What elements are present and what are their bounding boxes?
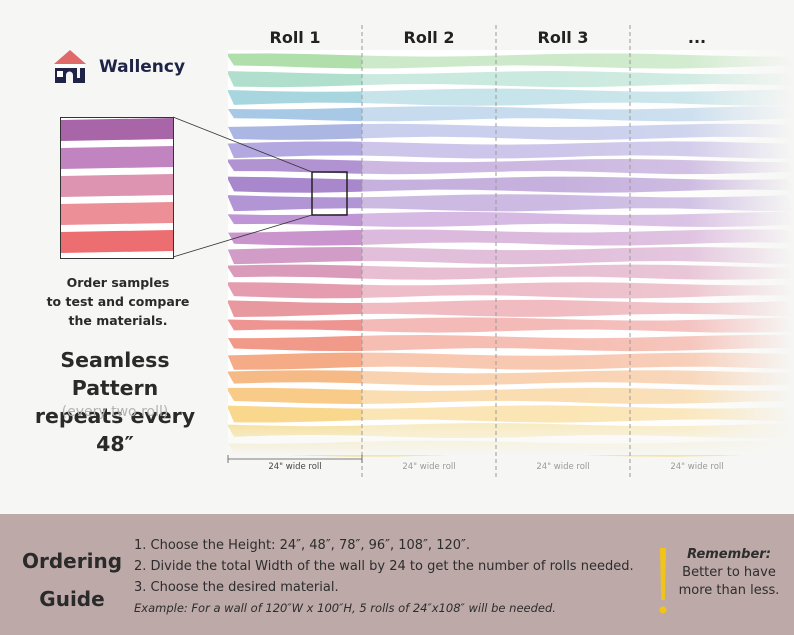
ordering-steps: 1. Choose the Height: 24″, 48″, 78″, 96″… xyxy=(134,535,634,619)
ordering-guide-panel: Ordering Guide 1. Choose the Height: 24″… xyxy=(0,514,794,635)
roll-3-header: Roll 3 xyxy=(537,28,589,47)
seamless-title-line: repeats every 48″ xyxy=(34,404,196,456)
sample-stripe xyxy=(61,202,173,225)
seamless-pattern-subtitle: (every two roll) xyxy=(61,404,169,420)
roll-more-width: 24" wide roll xyxy=(670,462,724,472)
remember-title: Remember: xyxy=(687,547,771,562)
roll-1-width: 24" wide roll xyxy=(268,462,322,472)
guide-title-line: Ordering xyxy=(21,549,123,573)
sample-caption-line: the materials. xyxy=(68,313,168,328)
roll-2-width: 24" wide roll xyxy=(402,462,456,472)
guide-title-line: Guide xyxy=(39,587,105,611)
remember-line: more than less. xyxy=(678,583,780,598)
sample-swatch-zoom xyxy=(60,117,174,259)
sample-stripe xyxy=(61,174,173,197)
brand-name: Wallency xyxy=(99,57,186,77)
sample-caption-line: to test and compare xyxy=(46,294,190,309)
sample-caption-line: Order samples xyxy=(66,275,170,290)
exclamation-icon xyxy=(659,548,667,614)
zoom-connector xyxy=(172,116,313,173)
roll-3-width: 24" wide roll xyxy=(536,462,590,472)
sample-stripe xyxy=(61,230,173,253)
guide-step-3: 3. Choose the desired material. xyxy=(134,580,339,595)
brand-logo: Wallency xyxy=(50,47,185,87)
zoom-connector xyxy=(172,214,313,258)
guide-example: Example: For a wall of 120″W x 100″H, 5 … xyxy=(134,601,556,615)
ordering-guide-title: Ordering Guide xyxy=(14,542,130,618)
fade-right xyxy=(560,50,794,455)
seamless-title-line: Seamless Pattern xyxy=(60,348,170,400)
guide-step-1: 1. Choose the Height: 24″, 48″, 78″, 96″… xyxy=(134,538,471,553)
sample-stripe xyxy=(61,118,173,141)
seamless-pattern-title: Seamless Pattern repeats every 48″ xyxy=(15,346,215,458)
guide-step-2: 2. Divide the total Width of the wall by… xyxy=(134,559,634,574)
roll-more-header: ... xyxy=(687,28,707,47)
house-logo-icon xyxy=(54,50,86,83)
roll-2-header: Roll 2 xyxy=(403,28,455,47)
remember-note: Remember: Better to have more than less. xyxy=(670,546,788,600)
wallpaper-rolls-graphic xyxy=(172,25,794,480)
sample-stripe xyxy=(61,146,173,169)
remember-line: Better to have xyxy=(682,565,776,580)
sample-swatch-graphic xyxy=(61,118,173,253)
roll-1-header: Roll 1 xyxy=(269,28,321,47)
roll-width-measure xyxy=(227,455,363,463)
fade-bottom xyxy=(228,420,794,455)
sample-caption: Order samples to test and compare the ma… xyxy=(40,273,196,330)
zoom-selection-box xyxy=(311,171,348,216)
